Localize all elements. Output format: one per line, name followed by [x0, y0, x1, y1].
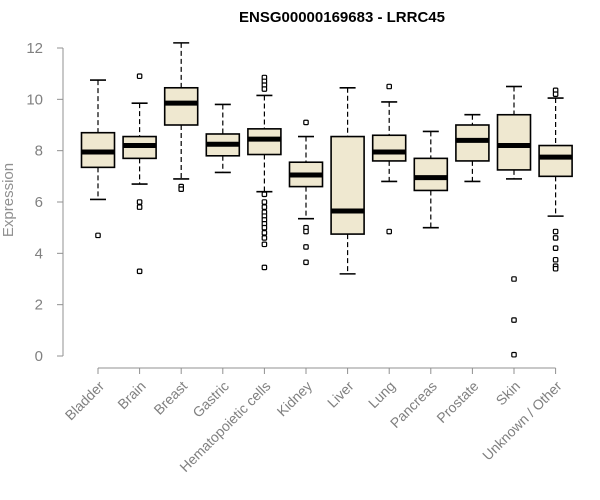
iqr-box: [455, 124, 490, 162]
y-tick-label: 4: [35, 245, 43, 262]
y-axis: 0 2 4 6 8 10 12: [26, 40, 64, 365]
x-tick-label: Breast: [150, 378, 190, 418]
outlier-point: [303, 119, 309, 126]
outlier-point: [303, 259, 309, 266]
box-gastric: [205, 103, 241, 174]
outlier-point: [261, 230, 268, 236]
y-tick-label: 0: [35, 348, 43, 365]
outlier-point: [136, 204, 143, 210]
box-prostate: [455, 113, 490, 183]
outlier-point: [261, 191, 268, 198]
iqr-box: [538, 144, 573, 178]
x-tick-label: Bladder: [62, 378, 108, 424]
iqr-box: [163, 86, 199, 126]
iqr-box: [247, 128, 282, 156]
y-tick-label: 12: [26, 40, 43, 57]
box-brain: [122, 73, 157, 275]
chart-title: ENSG00000169683 - LRRC45: [239, 9, 445, 26]
box-hematopoietic-cells: [247, 74, 282, 271]
outlier-point: [552, 235, 559, 241]
outlier-point: [136, 268, 143, 275]
outlier-point: [261, 264, 268, 271]
outlier-point: [261, 224, 268, 231]
outlier-point: [552, 265, 559, 272]
outlier-point: [511, 317, 517, 323]
x-tick-label: Liver: [324, 378, 357, 411]
boxes-layer: [80, 42, 573, 358]
outlier-point: [386, 83, 393, 90]
outlier-point: [178, 186, 185, 192]
x-tick-label: Kidney: [274, 378, 316, 420]
outlier-point: [261, 204, 268, 210]
outlier-point: [136, 199, 143, 205]
outlier-point: [552, 228, 559, 235]
x-tick-label: Prostate: [433, 378, 481, 426]
outlier-point: [261, 199, 268, 205]
outlier-point: [552, 91, 559, 98]
y-axis-label: Expression: [0, 163, 17, 237]
y-tick-label: 8: [35, 143, 43, 160]
x-tick-label: Brain: [114, 378, 148, 412]
outlier-point: [552, 256, 559, 263]
box-bladder: [80, 79, 116, 239]
iqr-box: [371, 134, 407, 162]
y-tick-label: 6: [35, 194, 43, 211]
y-tick-label: 2: [35, 297, 43, 314]
outlier-point: [386, 228, 393, 235]
x-tick-label: Unknown / Other: [479, 378, 565, 464]
box-kidney: [288, 119, 324, 266]
x-tick-label: Skin: [493, 378, 524, 409]
outlier-point: [136, 73, 143, 80]
outlier-point: [511, 351, 517, 358]
box-pancreas: [413, 130, 449, 229]
box-unknown-other: [538, 87, 573, 272]
box-lung: [371, 83, 407, 235]
iqr-box: [496, 113, 532, 171]
outlier-point: [261, 235, 268, 241]
box-breast: [163, 42, 199, 192]
outlier-point: [303, 228, 309, 235]
outlier-point: [95, 232, 101, 239]
outlier-point: [261, 241, 268, 248]
box-skin: [496, 85, 532, 358]
outlier-point: [303, 244, 309, 250]
outlier-point: [511, 276, 517, 282]
outlier-point: [261, 86, 268, 92]
iqr-box: [413, 157, 449, 192]
iqr-box: [330, 135, 365, 235]
outlier-point: [552, 245, 559, 252]
x-tick-label: Lung: [365, 378, 398, 411]
y-tick-label: 10: [26, 91, 43, 108]
box-liver: [330, 86, 365, 275]
